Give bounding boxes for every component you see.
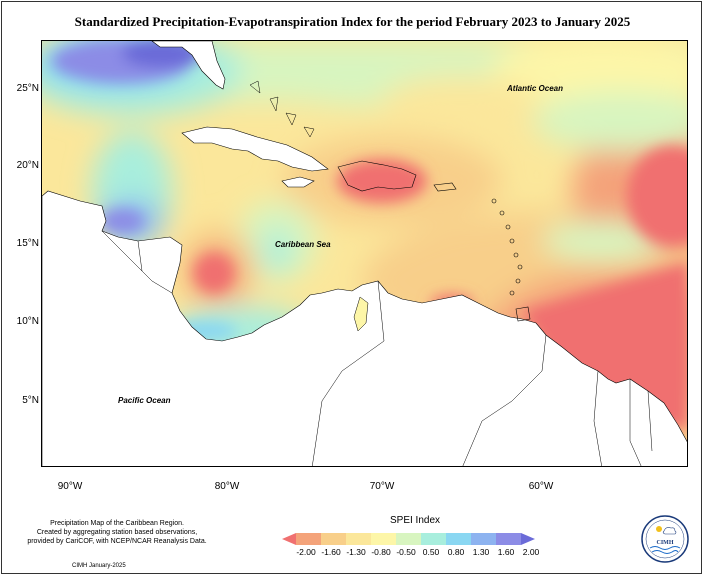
credits-line-2: Created by aggregating station based obs… (36, 529, 198, 536)
spei-map (41, 40, 688, 467)
legend-tick-8: 1.30 (472, 547, 490, 557)
legend-arrow-right (521, 533, 535, 545)
logo-ring (641, 515, 689, 563)
legend-ticks: -2.00 -1.60 -1.30 -0.80 -0.50 0.50 0.80 … (296, 547, 539, 559)
legend-tick-9: 1.60 (497, 547, 515, 557)
legend-tick-4: -0.80 (371, 547, 391, 557)
legend-cell (296, 533, 321, 545)
map-credits: Precipitation Map of the Caribbean Regio… (8, 519, 226, 546)
legend-cell (471, 533, 496, 545)
land-florida (151, 41, 226, 90)
spei-field-cores (52, 41, 687, 431)
legend-title: SPEI Index (389, 515, 441, 526)
credits-line-1: Precipitation Map of the Caribbean Regio… (50, 520, 184, 527)
legend-cell (396, 533, 421, 545)
land-jamaica (281, 176, 315, 188)
logo-inner-ring (645, 519, 685, 559)
lon-label-60w: 60°W (528, 481, 554, 492)
legend-cells (282, 533, 535, 545)
lat-label-5n: 5°N (22, 395, 39, 406)
cloud-icon (662, 527, 677, 535)
legend-cell (421, 533, 446, 545)
land-central-south-america (42, 190, 687, 466)
lon-label-70w: 70°W (369, 481, 395, 492)
bahamas (249, 80, 315, 138)
spei-map-canvas (42, 41, 687, 466)
country-borders (101, 230, 653, 466)
legend-cell (321, 533, 346, 545)
lon-label-90w: 90°W (57, 481, 83, 492)
wave-icon-2 (651, 550, 679, 554)
credits-line-3: provided by CariCOF, with NCEP/NCAR Rean… (27, 538, 207, 545)
legend-cell (496, 533, 521, 545)
logo-text: CIMH (657, 540, 674, 546)
legend-color-bar (282, 533, 535, 545)
legend-cell (346, 533, 371, 545)
wave-icon (649, 546, 681, 550)
legend-tick-3: -1.30 (346, 547, 366, 557)
legend-tick-5: -0.50 (396, 547, 416, 557)
legend-cell (371, 533, 396, 545)
lat-label-20n: 20°N (16, 160, 39, 171)
map-title: Standardized Precipitation-Evapotranspir… (74, 14, 631, 29)
lake-maracaibo (353, 296, 369, 332)
legend-tick-7: 0.80 (447, 547, 465, 557)
lat-label-10n: 10°N (16, 316, 39, 327)
lon-label-80w: 80°W (214, 481, 240, 492)
land-puerto-rico (433, 182, 457, 192)
legend-tick-1: -2.00 (296, 547, 316, 557)
legend-tick-2: -1.60 (321, 547, 341, 557)
label-atlantic-ocean: Atlantic Ocean (507, 84, 564, 93)
lesser-antilles (491, 198, 523, 296)
land-masses (42, 41, 687, 466)
credits-date: CIMH January-2025 (72, 563, 126, 569)
label-caribbean-sea: Caribbean Sea (275, 240, 331, 249)
legend-arrow-left (282, 533, 296, 545)
land-hispaniola (337, 160, 417, 192)
legend-tick-10: 2.00 (522, 547, 540, 557)
label-pacific-ocean: Pacific Ocean (118, 396, 171, 405)
legend-tick-6: 0.50 (422, 547, 440, 557)
land-cuba (181, 126, 329, 172)
lat-label-15n: 15°N (16, 238, 39, 249)
legend-cell (446, 533, 471, 545)
cimh-logo: CIMH (641, 515, 689, 563)
lat-label-25n: 25°N (16, 83, 39, 94)
land-trinidad (515, 306, 531, 322)
sun-icon (656, 526, 662, 532)
